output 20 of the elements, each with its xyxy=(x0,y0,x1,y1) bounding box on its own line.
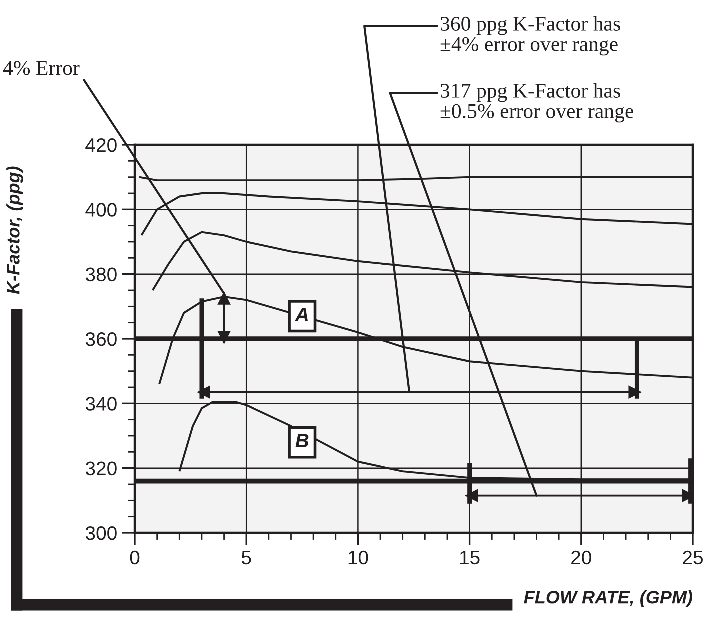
y-tick-label: 340 xyxy=(86,397,117,411)
x-tick-label: 25 xyxy=(683,550,703,565)
y-tick-label: 400 xyxy=(86,203,117,217)
annotation: 360 ppg K-Factor has ±4% error over range xyxy=(440,16,620,56)
annotation: 4% Error xyxy=(3,61,80,76)
x-tick-label: 5 xyxy=(242,551,252,565)
y-tick-label: 320 xyxy=(86,462,117,476)
x-tick-label: 20 xyxy=(572,550,592,565)
x-axis-title: FLOW RATE, (GPM) xyxy=(524,590,692,608)
y-tick-label: 380 xyxy=(86,268,117,282)
y-tick-label: 420 xyxy=(86,138,117,152)
x-tick-label: 10 xyxy=(348,550,368,565)
y-tick-label: 360 xyxy=(86,332,117,346)
annotation: 317 ppg K-Factor has ±0.5% error over range xyxy=(440,83,634,123)
y-tick-label: 300 xyxy=(86,526,117,540)
annotation: B xyxy=(296,434,309,448)
y-axis-title: K-Factor, (ppg) xyxy=(6,166,24,294)
annotation: A xyxy=(294,308,308,322)
x-tick-label: 15 xyxy=(460,551,480,565)
x-tick-label: 0 xyxy=(130,550,140,565)
